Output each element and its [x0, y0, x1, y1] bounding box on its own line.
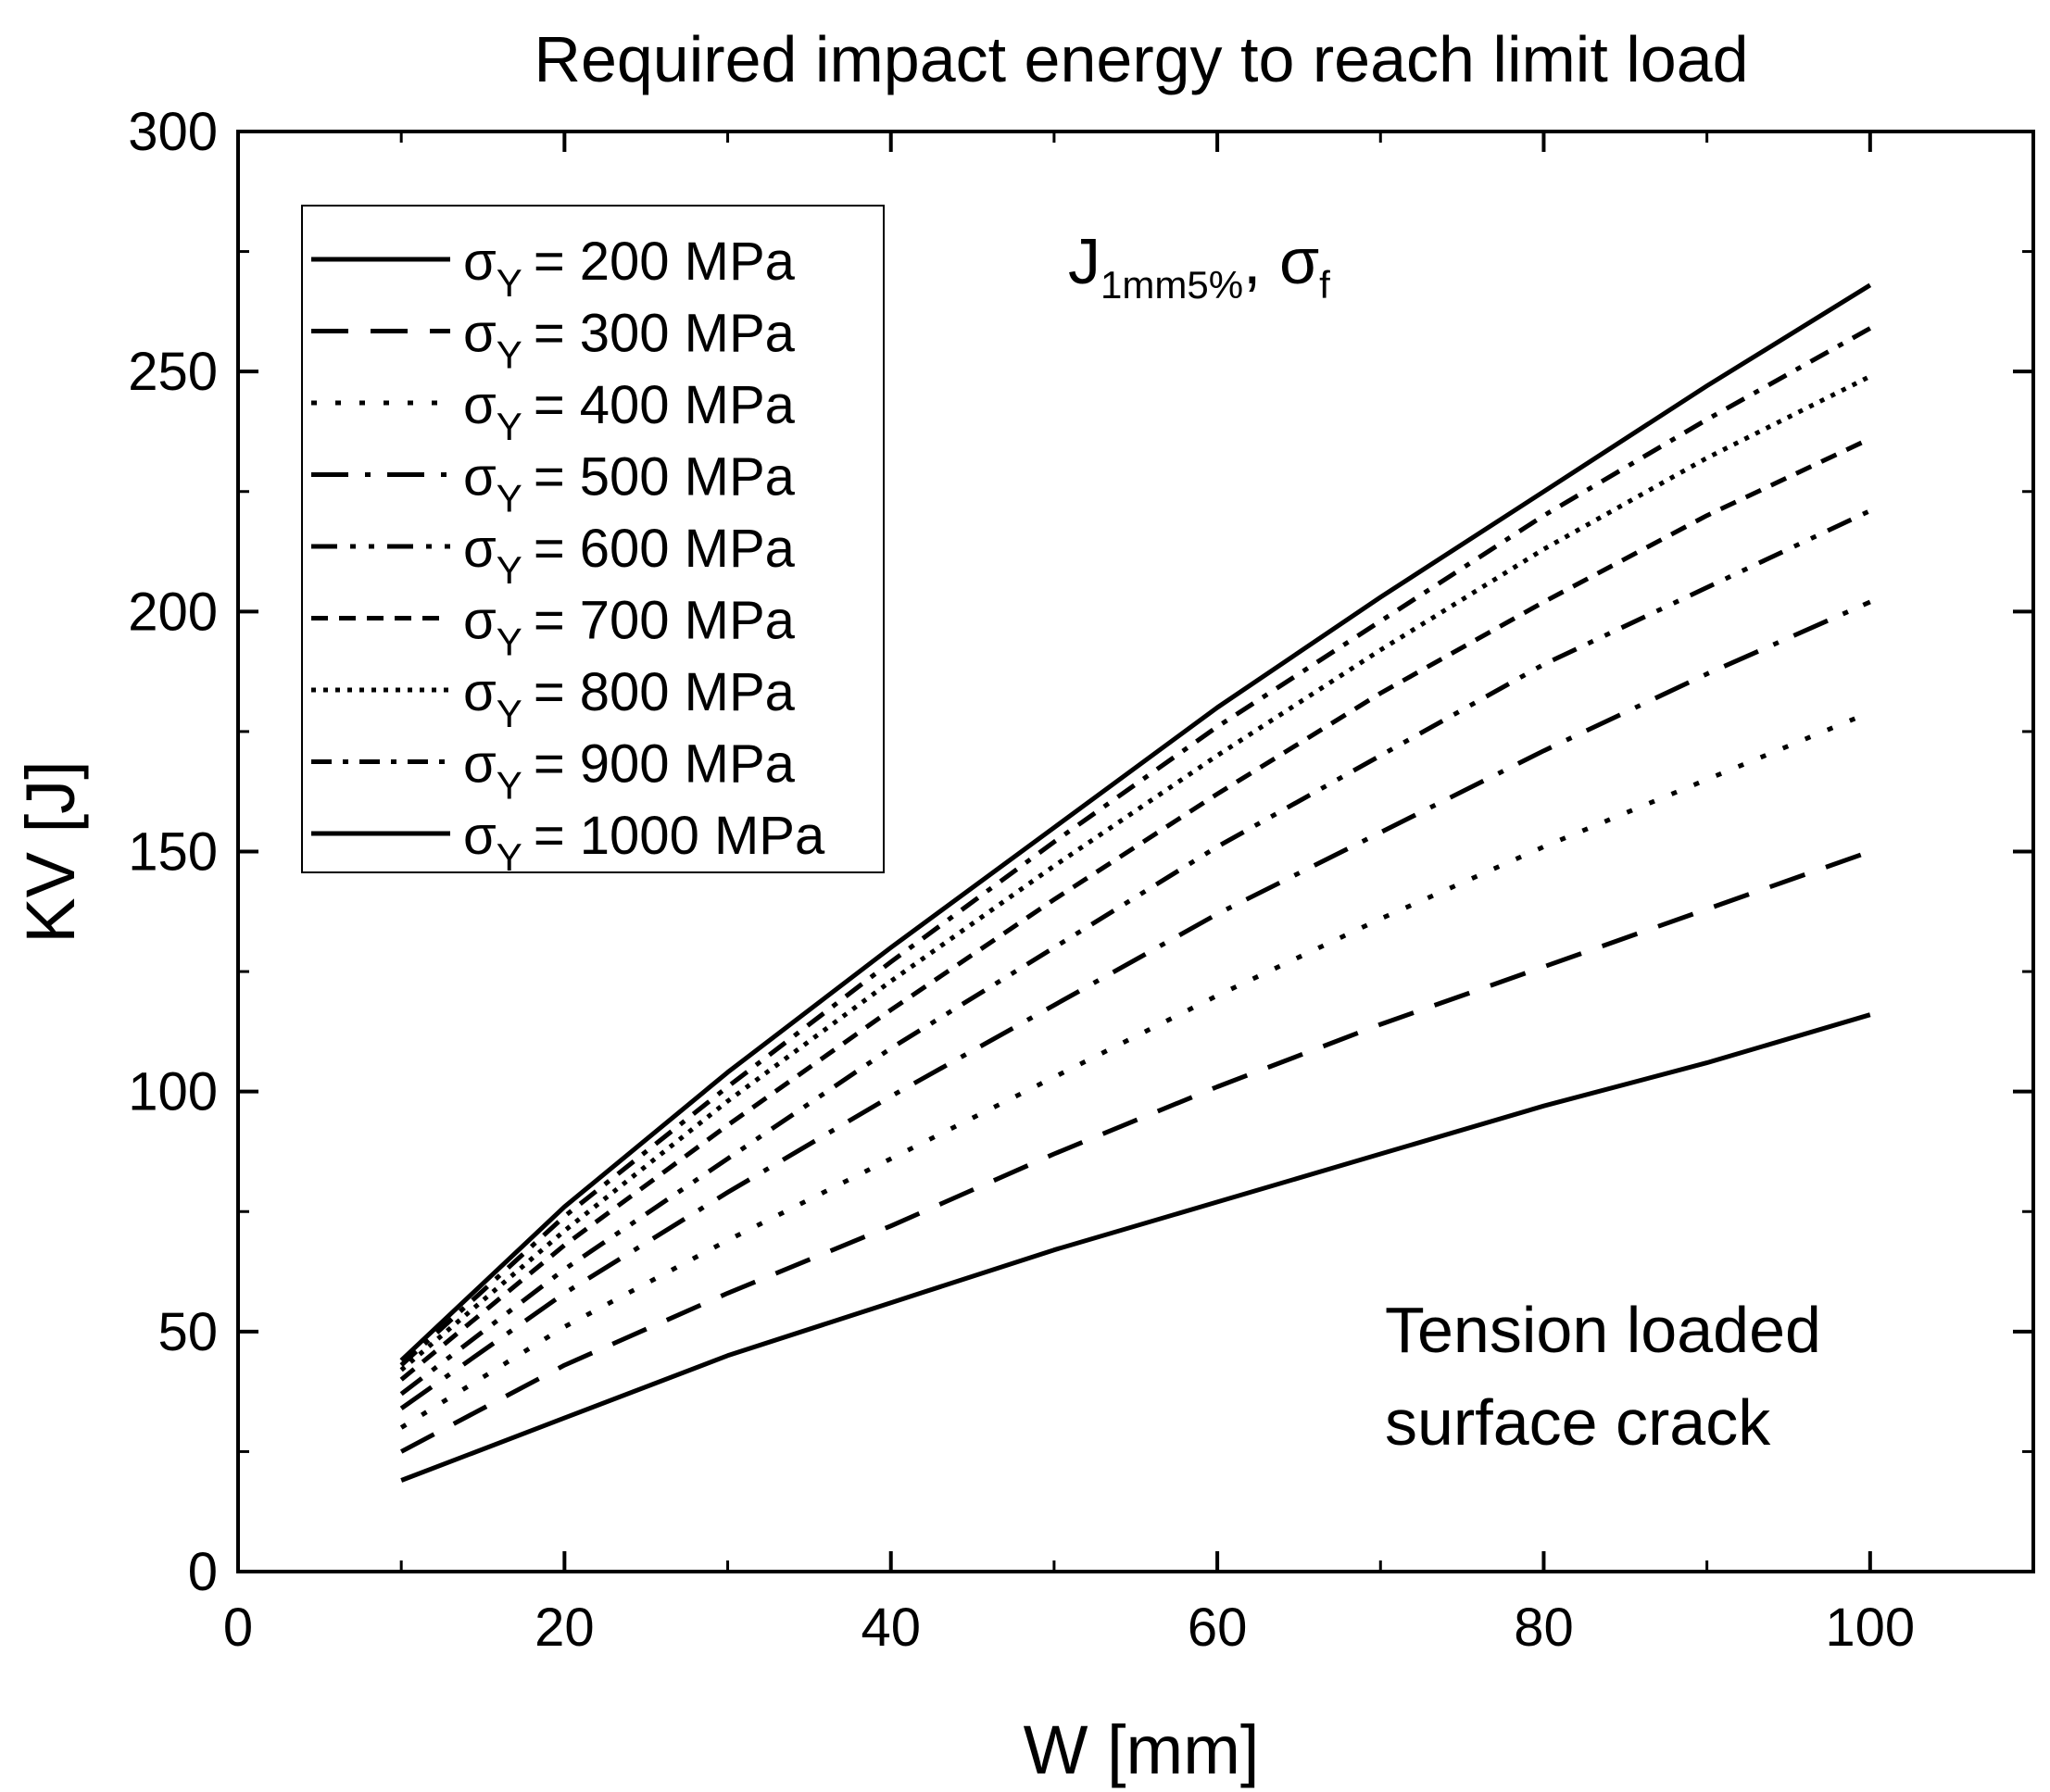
legend-sigma-sub: Y [497, 764, 522, 808]
top-label-sep: , [1243, 225, 1279, 297]
legend-box [301, 205, 885, 873]
legend-label-7: σY = 800 MPa [463, 662, 796, 735]
y-tick-label-100: 100 [128, 1062, 218, 1122]
y-tick-label-250: 250 [128, 342, 218, 402]
legend-name: = 400 MPa [534, 375, 796, 435]
legend-sigma: σ [463, 232, 497, 292]
legend-sigma-sub: Y [497, 692, 522, 735]
legend-sigma-sub: Y [497, 477, 522, 520]
x-tick-label-80: 80 [1514, 1598, 1574, 1658]
series-line-1 [400, 1012, 1871, 1483]
legend-sigma-sub: Y [497, 620, 522, 664]
legend-sigma-sub: Y [497, 405, 522, 448]
legend-sigma-sub: Y [497, 333, 522, 377]
legend-sigma-sub: Y [497, 548, 522, 592]
series-line-2 [400, 849, 1871, 1454]
legend-name: = 900 MPa [534, 734, 796, 795]
legend-sigma: σ [463, 375, 497, 435]
y-tick-label-200: 200 [128, 582, 218, 642]
legend-name: = 600 MPa [534, 519, 796, 579]
chart-title: Required impact energy to reach limit lo… [534, 23, 1748, 95]
series-line-4 [399, 599, 1871, 1410]
x-tick-label-0: 0 [223, 1598, 253, 1658]
y-tick-label-50: 50 [157, 1302, 218, 1362]
series-line-6 [399, 436, 1871, 1382]
y-axis-title: KV [J] [12, 760, 89, 943]
legend-name: = 1000 MPa [534, 806, 825, 866]
x-tick-label-40: 40 [861, 1598, 921, 1658]
y-axis: 0 50 100 150 200 250 300 [128, 102, 2033, 1602]
series-line-9 [399, 282, 1872, 1362]
legend-sigma: σ [463, 591, 497, 651]
x-tick-label-100: 100 [1825, 1598, 1915, 1658]
legend-name: = 500 MPa [534, 447, 796, 508]
x-tick-label-60: 60 [1188, 1598, 1248, 1658]
legend-label-5: σY = 600 MPa [463, 519, 796, 592]
x-tick-label-20: 20 [535, 1598, 595, 1658]
x-axis: 0 20 40 60 80 100 [223, 132, 2035, 1658]
series-line-5 [399, 508, 1871, 1397]
legend-label-1: σY = 200 MPa [463, 232, 796, 305]
top-label-sigma-sub: f [1319, 263, 1330, 307]
series-line-8 [399, 326, 1872, 1367]
annotation-line-1: Tension loaded [1385, 1294, 1821, 1366]
legend-name: = 200 MPa [534, 232, 796, 292]
y-tick-label-0: 0 [188, 1542, 218, 1602]
annotation-line-2: surface crack [1385, 1386, 1771, 1459]
legend-sigma: σ [463, 806, 497, 866]
legend-name: = 700 MPa [534, 591, 796, 651]
legend-name: = 800 MPa [534, 662, 796, 722]
legend-label-6: σY = 700 MPa [463, 591, 796, 664]
legend-sigma: σ [463, 304, 497, 364]
legend-label-2: σY = 300 MPa [463, 304, 796, 377]
legend-label-4: σY = 500 MPa [463, 447, 796, 520]
top-label-main: J [1068, 225, 1100, 297]
y-tick-label-150: 150 [128, 822, 218, 883]
legend-sigma: σ [463, 734, 497, 795]
legend-label-8: σY = 900 MPa [463, 734, 796, 808]
y-tick-label-300: 300 [128, 102, 218, 162]
top-label-sub: 1mm5% [1100, 263, 1243, 307]
legend-name: = 300 MPa [534, 304, 796, 364]
legend-sigma-sub: Y [497, 835, 522, 879]
x-axis-title: W [mm] [1024, 1711, 1260, 1788]
legend-sigma: σ [463, 447, 497, 508]
legend-sigma-sub: Y [497, 261, 522, 305]
legend-label-3: σY = 400 MPa [463, 375, 796, 448]
legend-sigma: σ [463, 519, 497, 579]
legend-sigma: σ [463, 662, 497, 722]
top-label: J1mm5%, σf [1068, 225, 1330, 307]
legend-label-9: σY = 1000 MPa [463, 806, 825, 879]
series-layer [399, 282, 1872, 1483]
top-label-sigma: σ [1279, 225, 1319, 297]
